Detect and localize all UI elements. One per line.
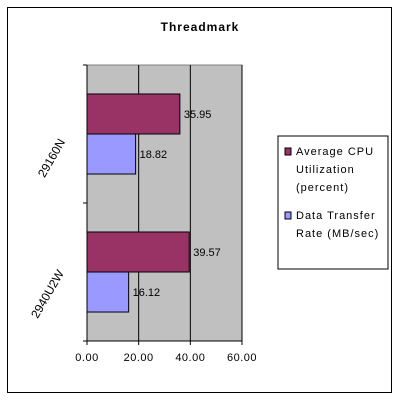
category-label-2940u2w: 2940U2W xyxy=(28,267,67,321)
bar xyxy=(86,231,190,273)
data-label: 39.57 xyxy=(193,247,221,259)
y-axis-ticks xyxy=(83,64,87,342)
bar xyxy=(86,133,137,175)
legend-swatch-cpu xyxy=(284,147,292,156)
data-labels: 35.95 18.82 39.57 16.12 xyxy=(133,109,221,299)
legend-entry-transfer-line1: Data Transfer xyxy=(296,210,376,222)
bar xyxy=(86,271,130,313)
x-tick-label: 40.00 xyxy=(175,352,205,364)
bar xyxy=(86,93,181,135)
data-label: 16.12 xyxy=(133,287,161,299)
x-tick-label: 0.00 xyxy=(75,352,98,364)
chart-title: Threadmark xyxy=(161,20,240,34)
legend-entry-cpu-line3: (percent) xyxy=(296,182,349,194)
legend-entry-cpu-line2: Utilization xyxy=(296,164,355,176)
legend-entry-transfer-line2: Rate (MB/sec) xyxy=(296,228,379,240)
bars xyxy=(86,93,190,313)
legend-box xyxy=(277,135,389,270)
legend-entry-cpu-line1: Average CPU xyxy=(296,146,374,158)
data-label: 18.82 xyxy=(140,149,168,161)
x-tick-label: 20.00 xyxy=(124,352,154,364)
x-axis-ticks: 0.00 20.00 40.00 60.00 xyxy=(75,341,257,364)
data-label: 35.95 xyxy=(184,109,212,121)
legend-swatch-transfer xyxy=(284,211,292,220)
category-label-29160n: 29160N xyxy=(35,136,68,179)
x-tick-label: 60.00 xyxy=(227,352,257,364)
